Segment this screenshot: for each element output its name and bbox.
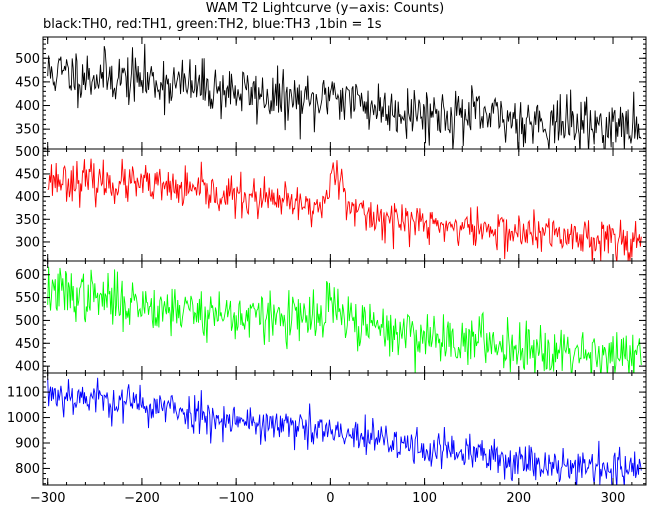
series-th2-line <box>47 266 642 373</box>
x-tick-label: 0 <box>326 491 334 505</box>
panel-frame <box>42 148 647 262</box>
x-tick-label: −100 <box>218 491 254 505</box>
y-tick-label: 400 <box>15 190 40 205</box>
y-tick-label: 600 <box>15 268 40 283</box>
chart-subtitle: black:TH0, red:TH1, green:TH2, blue:TH3 … <box>43 17 382 32</box>
y-tick-label: 1100 <box>7 386 40 401</box>
y-tick-label: 400 <box>15 360 40 375</box>
y-tick-label: 500 <box>15 314 40 329</box>
panel-frame <box>42 372 647 486</box>
y-tick-label: 450 <box>15 337 40 352</box>
y-tick-label: 500 <box>15 145 40 160</box>
y-tick-label: 450 <box>15 75 40 90</box>
x-tick-label: −200 <box>124 491 160 505</box>
series-th0-line <box>47 43 642 149</box>
x-tick-label: 300 <box>601 491 626 505</box>
x-tick-label: −300 <box>30 491 66 505</box>
y-tick-label: 550 <box>15 291 40 306</box>
y-tick-label: 350 <box>15 123 40 138</box>
y-tick-label: 500 <box>15 52 40 67</box>
series-th3-line <box>47 377 642 485</box>
panel-frame <box>42 36 647 150</box>
y-tick-label: 900 <box>15 437 40 452</box>
y-tick-label: 350 <box>15 213 40 228</box>
x-tick-label: 200 <box>506 491 531 505</box>
chart-title: WAM T2 Lightcurve (y−axis: Counts) <box>205 1 445 16</box>
y-tick-label: 800 <box>15 462 40 477</box>
x-tick-label: 100 <box>412 491 437 505</box>
y-tick-label: 1000 <box>7 411 40 426</box>
y-tick-label: 400 <box>15 99 40 114</box>
y-tick-label: 450 <box>15 167 40 182</box>
y-tick-label: 300 <box>15 235 40 250</box>
series-th1-line <box>47 158 642 261</box>
